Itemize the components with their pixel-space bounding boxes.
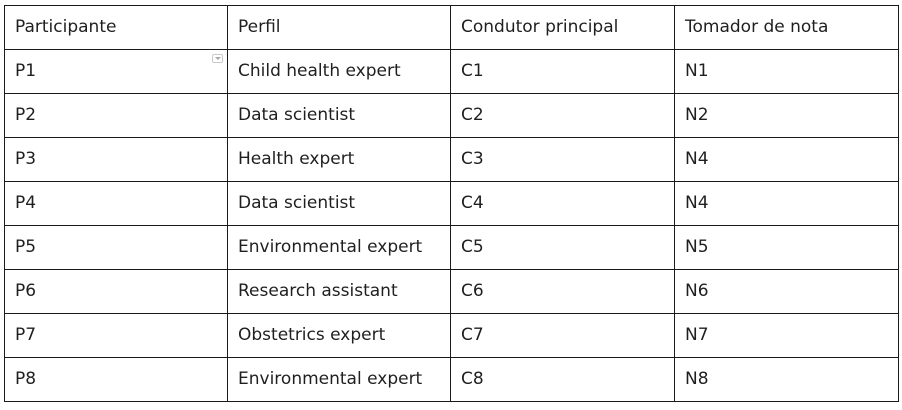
data-table-container: Participante Perfil Condutor principal T…: [4, 5, 899, 402]
profile-cell[interactable]: Health expert: [227, 137, 451, 182]
conductor-cell[interactable]: C3: [450, 137, 675, 182]
participant-cell[interactable]: P4: [4, 181, 228, 226]
profile-cell[interactable]: Obstetrics expert: [227, 313, 451, 358]
profile-cell[interactable]: Data scientist: [227, 93, 451, 138]
participant-cell-text: P1: [15, 61, 37, 81]
participants-table: Participante Perfil Condutor principal T…: [4, 5, 899, 402]
note-taker-cell[interactable]: N5: [674, 225, 899, 270]
note-taker-cell[interactable]: N4: [674, 137, 899, 182]
participant-cell[interactable]: P7: [4, 313, 228, 358]
conductor-cell[interactable]: C6: [450, 269, 675, 314]
profile-cell[interactable]: Data scientist: [227, 181, 451, 226]
table-row: P8 Environmental expert C8 N8: [4, 357, 899, 402]
header-cell-tomador-de-nota[interactable]: Tomador de nota: [674, 5, 899, 50]
profile-cell[interactable]: Environmental expert: [227, 357, 451, 402]
note-taker-cell[interactable]: N7: [674, 313, 899, 358]
table-row: P7 Obstetrics expert C7 N7: [4, 313, 899, 358]
profile-cell[interactable]: Research assistant: [227, 269, 451, 314]
participant-cell[interactable]: P6: [4, 269, 228, 314]
conductor-cell[interactable]: C8: [450, 357, 675, 402]
participant-cell[interactable]: P2: [4, 93, 228, 138]
participant-cell[interactable]: P5: [4, 225, 228, 270]
participant-cell[interactable]: P1: [4, 49, 228, 94]
conductor-cell[interactable]: C1: [450, 49, 675, 94]
header-cell-condutor-principal[interactable]: Condutor principal: [450, 5, 675, 50]
note-taker-cell[interactable]: N2: [674, 93, 899, 138]
participant-cell[interactable]: P3: [4, 137, 228, 182]
table-row: P2 Data scientist C2 N2: [4, 93, 899, 138]
profile-cell[interactable]: Child health expert: [227, 49, 451, 94]
conductor-cell[interactable]: C4: [450, 181, 675, 226]
header-cell-perfil[interactable]: Perfil: [227, 5, 451, 50]
table-row: P1 Child health expert C1 N1: [4, 49, 899, 94]
header-cell-participante[interactable]: Participante: [4, 5, 228, 50]
note-taker-cell[interactable]: N6: [674, 269, 899, 314]
conductor-cell[interactable]: C7: [450, 313, 675, 358]
note-taker-cell[interactable]: N8: [674, 357, 899, 402]
note-taker-cell[interactable]: N1: [674, 49, 899, 94]
table-row: P6 Research assistant C6 N6: [4, 269, 899, 314]
table-row: P3 Health expert C3 N4: [4, 137, 899, 182]
table-row: P4 Data scientist C4 N4: [4, 181, 899, 226]
participant-cell[interactable]: P8: [4, 357, 228, 402]
note-taker-cell[interactable]: N4: [674, 181, 899, 226]
conductor-cell[interactable]: C2: [450, 93, 675, 138]
table-row: P5 Environmental expert C5 N5: [4, 225, 899, 270]
table-header-row: Participante Perfil Condutor principal T…: [4, 5, 899, 50]
profile-cell[interactable]: Environmental expert: [227, 225, 451, 270]
chevron-down-icon[interactable]: [212, 54, 223, 63]
conductor-cell[interactable]: C5: [450, 225, 675, 270]
